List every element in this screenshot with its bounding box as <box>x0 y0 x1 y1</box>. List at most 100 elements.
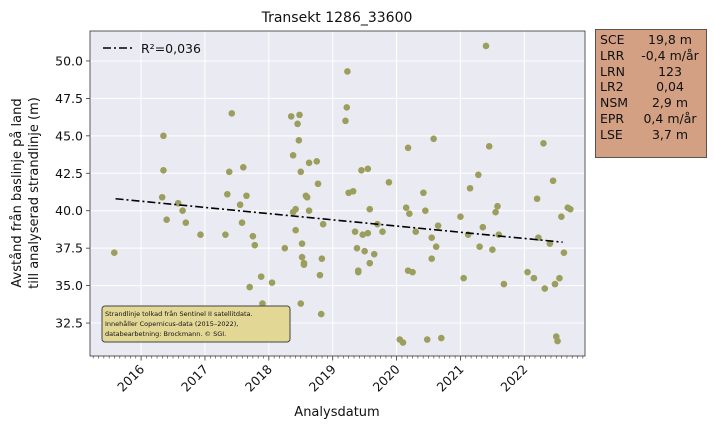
data-point <box>402 204 410 212</box>
stat-key: EPR <box>600 110 625 126</box>
data-point <box>549 177 557 185</box>
data-point <box>359 231 367 238</box>
stat-value: 3,7 m <box>651 126 689 142</box>
x-tick-label: 2021 <box>433 362 466 395</box>
data-point <box>385 178 393 186</box>
data-point <box>295 137 303 144</box>
data-point <box>494 202 501 210</box>
stat-row-lrr: LRR -0,4 m/år <box>600 48 702 64</box>
data-point <box>163 216 170 224</box>
x-axis-label: Analysdatum <box>294 405 379 420</box>
data-point <box>225 168 233 176</box>
data-point <box>251 241 259 249</box>
y-tick-label: 42.5 <box>55 166 83 181</box>
data-point <box>366 205 374 213</box>
data-point <box>297 300 305 307</box>
data-point <box>246 283 253 291</box>
note-line-1: Strandlinje tolkad från Sentinel II sate… <box>105 309 253 318</box>
data-point <box>479 223 487 231</box>
data-point <box>314 180 322 188</box>
stat-key: LSE <box>600 126 623 142</box>
data-point <box>222 231 229 238</box>
stat-row-lrn: LRN 123 <box>600 64 702 80</box>
data-point <box>238 219 246 227</box>
stat-key: LR2 <box>600 79 624 95</box>
data-point <box>404 144 412 152</box>
y-tick-label: 40.0 <box>55 203 83 218</box>
data-point <box>319 220 327 228</box>
stat-value: 0,04 <box>656 79 684 95</box>
data-point <box>554 337 561 345</box>
y-axis-label-line-2: till analyserad strandlinje (m) <box>27 97 42 289</box>
data-point <box>351 228 359 235</box>
data-point <box>239 163 247 171</box>
data-point <box>475 171 482 179</box>
data-point <box>524 268 531 276</box>
x-tick-label: 2016 <box>114 361 147 394</box>
y-axis-ticks: 32.5 35.0 37.5 40.0 42.5 45.0 47.5 50.0 <box>55 53 90 331</box>
data-points <box>110 42 574 346</box>
data-point <box>422 207 429 215</box>
data-point <box>457 213 464 221</box>
data-point <box>182 219 190 227</box>
data-point <box>361 247 368 255</box>
data-point <box>354 268 362 276</box>
data-point <box>482 42 490 50</box>
data-point <box>379 228 386 235</box>
note-line-3: databearbetning: Brockmann. © SGI. <box>105 330 226 338</box>
stat-row-sce: SCE 19,8 m <box>600 32 702 48</box>
data-point <box>366 259 374 267</box>
data-point <box>358 166 365 174</box>
data-point <box>466 184 474 192</box>
data-point <box>318 255 326 262</box>
x-tick-label: 2017 <box>178 362 211 395</box>
stat-row-lse: LSE 3,7 m <box>600 127 702 143</box>
data-point <box>313 157 321 165</box>
data-point <box>349 187 357 195</box>
statistics-box: SCE 19,8 m LRR -0,4 m/år LRN 123 LR2 0,0… <box>595 29 707 158</box>
data-point <box>305 207 313 215</box>
data-point <box>399 339 407 346</box>
data-point <box>492 208 499 216</box>
data-point <box>303 193 311 201</box>
legend: R²=0,036 <box>103 41 201 56</box>
note-line-2: Innehåller Copernicus-data (2015–2022), <box>105 319 238 328</box>
data-point <box>316 271 324 279</box>
data-point <box>160 132 167 140</box>
data-point <box>160 166 167 174</box>
data-point <box>437 334 445 342</box>
data-point <box>300 261 308 268</box>
data-point <box>541 285 549 292</box>
data-point <box>434 222 442 230</box>
data-point <box>305 159 313 167</box>
data-point <box>409 268 416 276</box>
data-point <box>243 192 250 200</box>
stat-key: SCE <box>600 32 625 47</box>
data-point <box>489 246 496 253</box>
stat-row-lr2: LR2 0,04 <box>600 79 702 95</box>
x-axis-ticks: 2016 2017 2018 2019 2020 2021 2022 <box>92 356 584 395</box>
plot-frame <box>89 30 586 357</box>
x-tick-label: 2018 <box>242 361 275 394</box>
data-point <box>343 104 351 111</box>
data-point <box>298 253 306 261</box>
chart-title: Transekt 1286_33600 <box>261 10 413 26</box>
data-point <box>249 232 257 240</box>
data-point <box>179 207 186 215</box>
data-point <box>428 234 436 241</box>
note-box <box>101 305 291 343</box>
stat-key: LRN <box>600 63 625 79</box>
data-point <box>296 111 303 119</box>
data-point <box>420 189 427 197</box>
stat-key: LRR <box>600 47 625 63</box>
data-point <box>197 231 204 238</box>
stat-value: 2,9 m <box>651 95 689 111</box>
data-point <box>412 228 420 235</box>
data-point <box>317 310 325 318</box>
data-point <box>289 152 297 159</box>
data-point <box>540 140 547 147</box>
data-point <box>533 195 541 203</box>
data-point <box>292 226 299 234</box>
data-point <box>344 68 351 75</box>
data-point <box>428 255 436 262</box>
